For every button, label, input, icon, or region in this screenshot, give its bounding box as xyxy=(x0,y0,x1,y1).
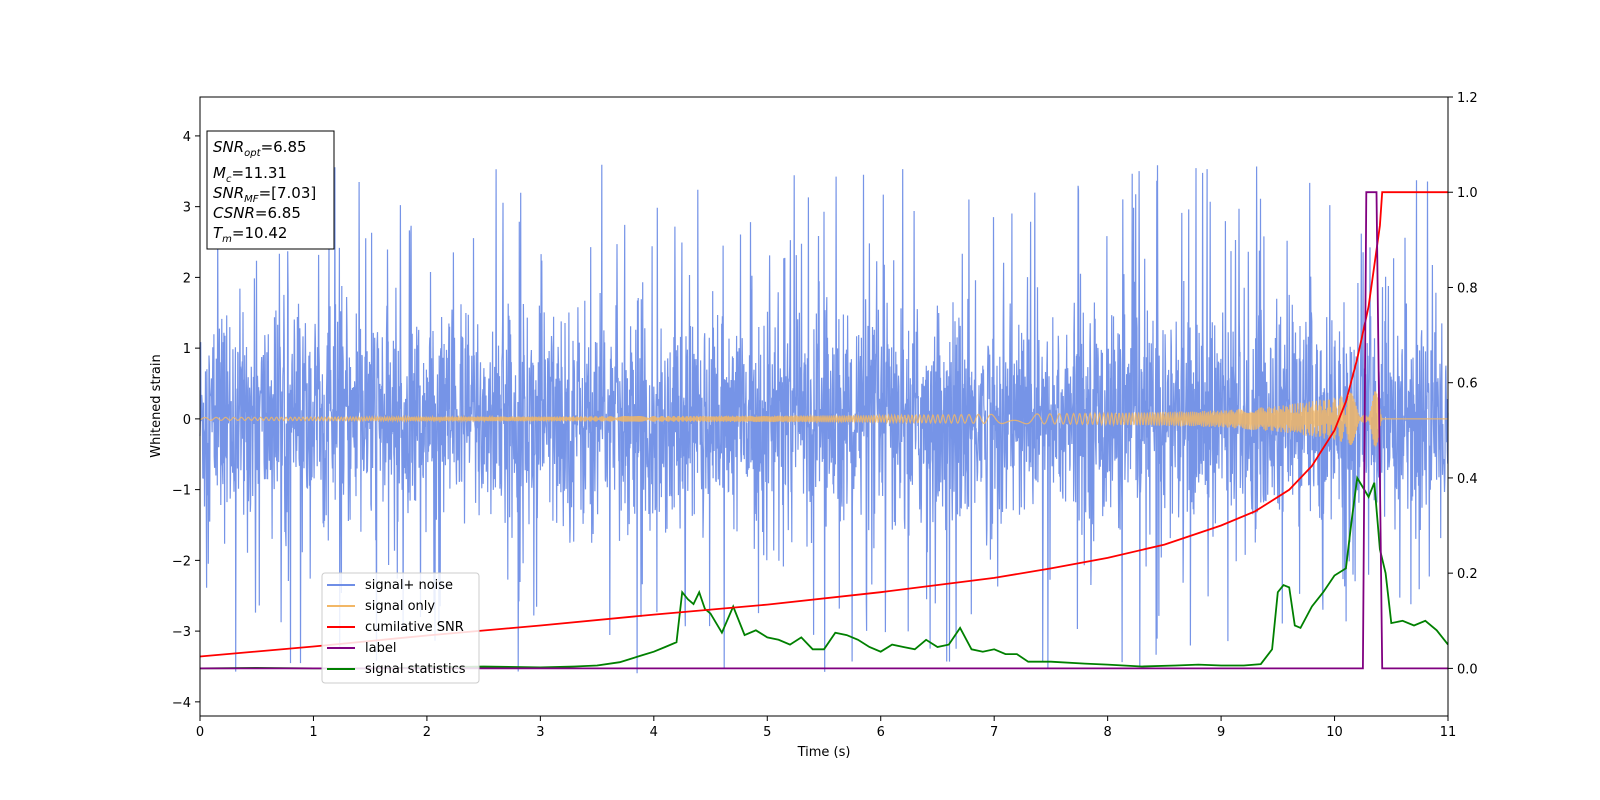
legend-label-signal-statistics: signal statistics xyxy=(365,662,466,677)
x-axis-label: Time (s) xyxy=(797,745,851,760)
x-tick-label: 10 xyxy=(1326,725,1343,740)
x-axis: 0 1 2 3 4 5 6 7 8 9 10 11 xyxy=(196,716,1456,740)
y-right-tick-label: 0.4 xyxy=(1457,472,1478,487)
x-tick-label: 2 xyxy=(423,725,431,740)
y-left-tick-label: −3 xyxy=(172,625,191,640)
y-left-tick-label: 2 xyxy=(183,271,191,286)
signal-only-series-layer xyxy=(199,391,1448,447)
y-left-tick-label: −2 xyxy=(172,554,191,569)
x-tick-label: 8 xyxy=(1103,725,1111,740)
line-series-layer xyxy=(199,191,1449,670)
plot-frame xyxy=(199,96,1449,717)
legend-label-signal-only: signal only xyxy=(365,599,435,614)
y-right-tick-label: 1.2 xyxy=(1457,91,1478,106)
legend-label-cumulative-snr: cumilative SNR xyxy=(365,620,464,635)
annotation-csnr: CSNR=6.85 xyxy=(213,204,301,222)
x-tick-label: 1 xyxy=(309,725,317,740)
x-tick-label: 0 xyxy=(196,725,204,740)
series-signal-statistics xyxy=(199,475,1449,670)
series-signal-only xyxy=(199,391,1448,447)
x-tick-label: 5 xyxy=(763,725,771,740)
y-left-tick-label: 0 xyxy=(183,413,191,428)
y-right-tick-label: 0.0 xyxy=(1457,662,1478,677)
y-axis-left: −4 −3 −2 −1 0 1 2 3 4 xyxy=(172,130,200,711)
series-signal-noise xyxy=(199,164,1449,674)
y-axis-label: Whitened strain xyxy=(149,354,164,457)
x-tick-label: 6 xyxy=(877,725,885,740)
x-tick-label: 4 xyxy=(650,725,658,740)
annotation-tm: Tm=10.42 xyxy=(213,224,287,245)
y-right-tick-label: 0.2 xyxy=(1457,567,1478,582)
stats-annotation-box: SNRopt=6.85 Mc=11.31 SNRMF=[7.03] CSNR=6… xyxy=(206,130,335,250)
legend: signal+ noise signal only cumilative SNR… xyxy=(321,572,480,684)
legend-label-label: label xyxy=(365,641,396,656)
y-left-tick-label: −1 xyxy=(172,484,191,499)
y-axis-right: 0.0 0.2 0.4 0.6 0.8 1.0 1.2 xyxy=(1448,91,1478,677)
x-tick-label: 7 xyxy=(990,725,998,740)
noise-series-layer xyxy=(199,164,1449,674)
y-left-tick-label: 3 xyxy=(183,201,191,216)
x-tick-label: 11 xyxy=(1440,725,1457,740)
annotation-snr-opt: SNRopt=6.85 xyxy=(213,138,307,159)
x-tick-label: 9 xyxy=(1217,725,1225,740)
annotation-snr-mf: SNRMF=[7.03] xyxy=(213,184,316,205)
y-right-tick-label: 1.0 xyxy=(1457,186,1478,201)
y-right-tick-label: 0.6 xyxy=(1457,377,1478,392)
y-left-tick-label: 4 xyxy=(183,130,191,145)
y-right-tick-label: 0.8 xyxy=(1457,281,1478,296)
y-left-tick-label: −4 xyxy=(172,696,191,711)
legend-label-signal-noise: signal+ noise xyxy=(365,578,453,593)
y-left-tick-label: 1 xyxy=(183,342,191,357)
series-cumulative-snr xyxy=(199,191,1448,658)
x-tick-label: 3 xyxy=(536,725,544,740)
annotation-mc: Mc=11.31 xyxy=(213,164,287,185)
series-label xyxy=(200,191,1448,670)
